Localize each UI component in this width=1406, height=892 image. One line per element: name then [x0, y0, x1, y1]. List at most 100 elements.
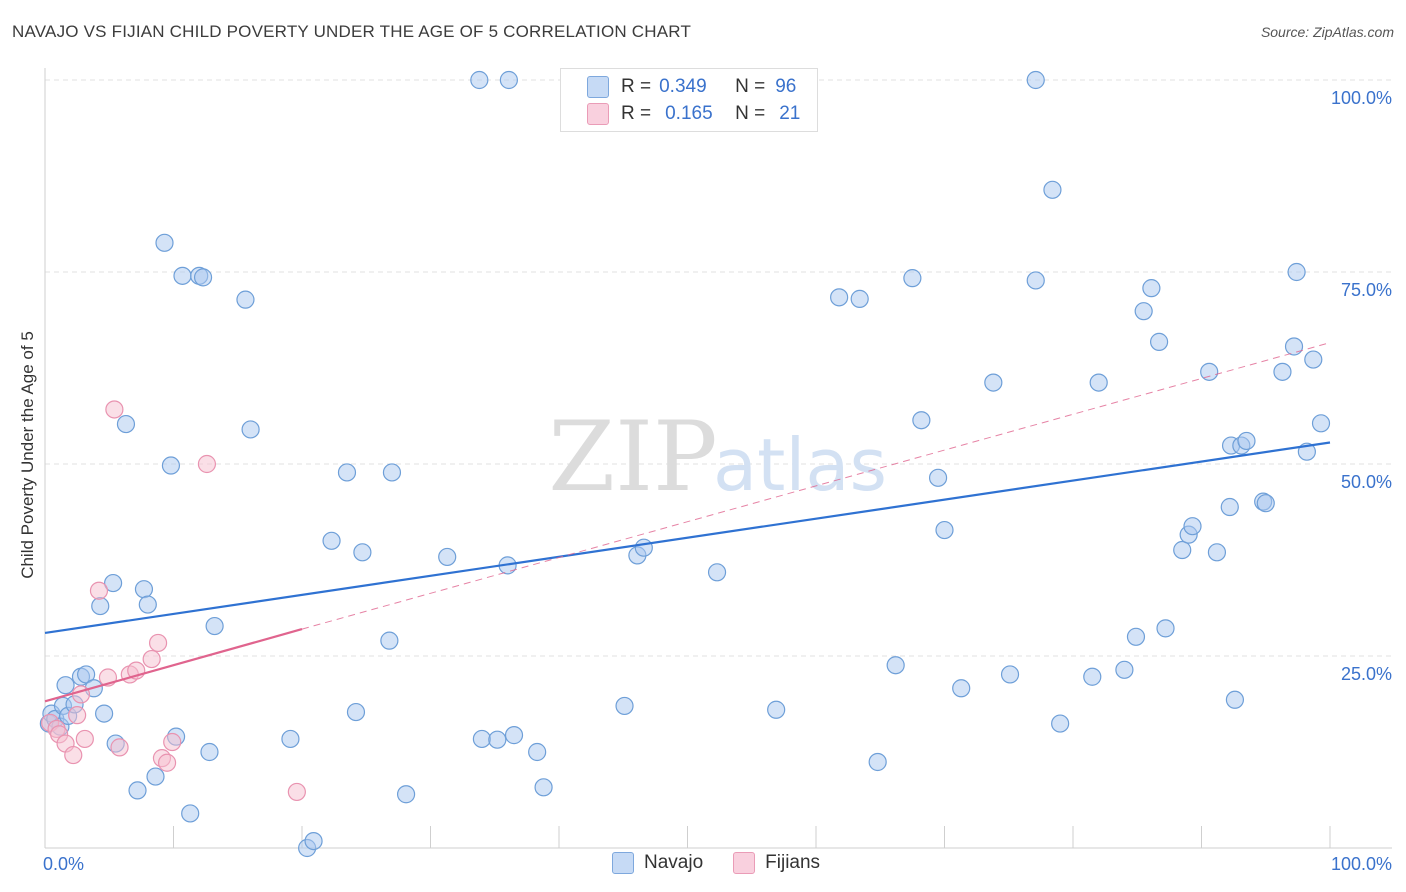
fijian-point — [142, 649, 161, 669]
navajo-point — [77, 665, 96, 684]
data-points — [39, 70, 1331, 858]
navajo-point — [346, 702, 366, 722]
fijians-n-value: 21 — [779, 103, 801, 124]
navajo-point — [1273, 362, 1292, 381]
legend-row-navajo: R = 0.349 N = 96 — [587, 75, 796, 99]
navajo-point — [1089, 373, 1108, 392]
navajo-point — [205, 616, 224, 636]
navajo-point — [1026, 271, 1045, 290]
navajo-point — [193, 268, 213, 287]
navajo-point — [830, 288, 849, 307]
navajo-point — [236, 290, 255, 309]
navajo-point — [1149, 332, 1169, 351]
navajo-n-value: 96 — [775, 76, 797, 97]
series-legend: Navajo Fijians — [612, 852, 850, 874]
fijian-trend-line — [44, 628, 303, 703]
fijian-point — [197, 454, 217, 474]
navajo-point — [912, 411, 931, 430]
navajo-point — [1256, 494, 1275, 513]
navajo-trend-line — [44, 441, 1331, 635]
navajo-point — [173, 266, 192, 285]
fijian-point — [105, 400, 124, 419]
fijians-r-label: R = — [621, 103, 652, 124]
navajo-r-value: 0.349 — [659, 76, 707, 97]
navajo-point — [146, 767, 165, 786]
navajo-point — [1225, 690, 1245, 709]
navajo-point — [928, 468, 948, 487]
navajo-point — [91, 596, 110, 616]
navajo-point — [634, 538, 653, 557]
y-tick-label: 50.0% — [1341, 472, 1392, 492]
x-tick-label: 100.0% — [1331, 854, 1392, 874]
navajo-point — [1284, 337, 1304, 356]
navajo-point — [886, 656, 905, 675]
navajo-n-label: N = — [735, 76, 766, 97]
trend-lines — [44, 342, 1331, 703]
watermark-zip: ZIP — [548, 401, 717, 513]
axes: 25.0% 50.0% 75.0% 100.0% 0.0% 100.0% — [43, 68, 1392, 874]
navajo-point — [470, 70, 489, 90]
navajo-point — [1000, 665, 1020, 684]
navajo-point — [1156, 619, 1175, 638]
navajo-point — [1142, 279, 1161, 298]
navajo-point — [1311, 414, 1331, 433]
navajo-point — [1287, 262, 1306, 282]
navajo-point — [1173, 540, 1192, 560]
y-axis-label: Child Poverty Under the Age of 5 — [18, 331, 37, 579]
fijians-swatch — [587, 103, 609, 125]
navajo-point — [952, 679, 971, 698]
navajo-point — [488, 730, 507, 749]
chart-title: NAVAJO VS FIJIAN CHILD POVERTY UNDER THE… — [12, 22, 692, 41]
fijian-point — [110, 738, 129, 757]
x-tick-label: 0.0% — [43, 854, 84, 874]
navajo-point — [767, 700, 786, 719]
navajo-point — [868, 752, 887, 772]
navajo-point — [95, 704, 114, 723]
navajo-point — [1051, 714, 1070, 733]
navajo-point — [241, 420, 260, 439]
navajo-legend-label: Navajo — [644, 852, 704, 873]
navajo-point — [1126, 627, 1146, 646]
navajo-point — [472, 729, 491, 749]
legend-item-fijians[interactable]: Fijians — [733, 852, 820, 874]
navajo-point — [1134, 302, 1153, 321]
y-tick-label: 75.0% — [1341, 280, 1392, 300]
navajo-r-label: R = — [621, 76, 652, 97]
navajo-swatch — [587, 76, 609, 98]
navajo-point — [128, 781, 147, 800]
navajo-point — [504, 726, 524, 745]
navajo-point — [181, 804, 200, 823]
fijian-point — [64, 745, 83, 765]
navajo-point — [1115, 660, 1134, 679]
watermark-atlas: atlas — [713, 423, 887, 507]
navajo-point — [1043, 180, 1062, 199]
navajo-point — [200, 742, 219, 762]
navajo-point — [1220, 497, 1239, 517]
navajo-point — [1083, 667, 1102, 686]
fijian-point — [148, 633, 168, 653]
navajo-point — [1304, 350, 1323, 369]
navajo-point — [1200, 362, 1219, 381]
fijian-point — [75, 729, 94, 749]
navajo-point — [155, 233, 174, 252]
navajo-point — [499, 70, 518, 90]
navajo-point — [850, 289, 869, 308]
navajo-point — [528, 742, 547, 762]
fijians-legend-swatch — [733, 852, 756, 874]
fijian-point — [89, 581, 109, 600]
navajo-point — [1207, 543, 1227, 562]
y-tick-label: 100.0% — [1331, 88, 1392, 108]
navajo-point — [438, 547, 457, 567]
y-tick-label: 25.0% — [1341, 664, 1392, 684]
navajo-point — [1183, 517, 1202, 536]
source-label: Source: ZipAtlas.com — [1260, 24, 1394, 40]
fijians-legend-label: Fijians — [765, 852, 821, 873]
navajo-point — [353, 543, 372, 562]
fijian-point — [68, 706, 87, 725]
fijians-n-label: N = — [735, 103, 766, 124]
navajo-point — [116, 414, 136, 434]
legend-item-navajo[interactable]: Navajo — [612, 852, 703, 874]
navajo-point — [534, 778, 553, 797]
correlation-legend: R = 0.349 N = 96 R = 0.165 N = 21 — [560, 68, 818, 132]
